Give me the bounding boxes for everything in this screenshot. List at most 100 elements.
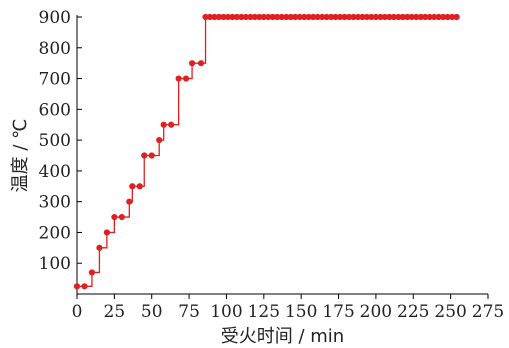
- data-point-32: [260, 13, 267, 21]
- data-point-6: [118, 213, 125, 221]
- data-point-64: [404, 13, 411, 21]
- x-tick-label-150: 150: [285, 302, 317, 322]
- data-point-71: [435, 13, 442, 21]
- data-point-34: [269, 13, 276, 21]
- data-point-4: [103, 229, 110, 236]
- data-point-27: [238, 13, 245, 21]
- data-point-11: [148, 152, 155, 159]
- data-point-21: [211, 13, 218, 21]
- data-point-50: [341, 13, 348, 21]
- x-tick-label-200: 200: [360, 302, 392, 322]
- data-point-1: [81, 283, 88, 290]
- y-axis-title: 温度 / ℃: [10, 119, 31, 193]
- y-tick-label-800: 800: [39, 39, 71, 59]
- data-point-39: [292, 13, 299, 21]
- data-point-24: [224, 13, 232, 21]
- data-point-9: [136, 183, 143, 190]
- y-tick-label-300: 300: [39, 193, 71, 213]
- data-point-7: [126, 198, 133, 205]
- data-point-47: [327, 13, 335, 21]
- data-point-38: [287, 13, 294, 21]
- data-point-48: [332, 13, 339, 21]
- data-point-67: [417, 13, 424, 21]
- data-point-26: [233, 13, 241, 21]
- series-line: [77, 16, 457, 287]
- data-point-28: [242, 13, 249, 21]
- data-point-19: [202, 13, 209, 21]
- data-point-75: [453, 13, 460, 21]
- data-point-10: [141, 152, 148, 159]
- data-point-54: [359, 13, 366, 21]
- data-point-36: [278, 13, 285, 21]
- data-point-20: [206, 13, 214, 21]
- data-point-13: [160, 121, 167, 128]
- tick-marks: [76, 16, 489, 299]
- data-point-35: [274, 13, 281, 21]
- y-tick-label-700: 700: [39, 70, 71, 90]
- data-point-30: [251, 13, 258, 21]
- x-tick-label-50: 50: [141, 302, 163, 322]
- data-point-3: [96, 244, 103, 251]
- data-point-40: [296, 13, 303, 21]
- data-point-72: [440, 13, 447, 21]
- data-point-17: [188, 60, 196, 67]
- data-point-14: [168, 121, 175, 128]
- data-point-56: [368, 13, 375, 21]
- data-point-44: [314, 13, 321, 21]
- data-point-74: [449, 13, 456, 21]
- data-point-0: [73, 283, 81, 290]
- data-point-16: [183, 75, 190, 82]
- series-temperature: [73, 13, 460, 290]
- data-point-51: [345, 13, 353, 21]
- x-tick-label-75: 75: [178, 302, 200, 322]
- data-point-41: [301, 13, 308, 21]
- data-point-43: [310, 13, 317, 21]
- y-tick-label-400: 400: [39, 162, 71, 182]
- axes: [76, 15, 488, 295]
- data-point-52: [350, 13, 357, 21]
- y-tick-label-200: 200: [39, 223, 71, 243]
- data-point-58: [377, 13, 384, 21]
- data-point-12: [156, 137, 163, 144]
- data-point-5: [111, 213, 118, 221]
- x-tick-label-125: 125: [248, 302, 280, 322]
- data-point-31: [256, 13, 263, 21]
- x-tick-label-250: 250: [434, 302, 466, 322]
- data-point-69: [426, 13, 433, 21]
- data-point-59: [381, 13, 388, 21]
- y-tick-label-900: 900: [39, 8, 71, 28]
- data-point-29: [247, 13, 254, 21]
- data-point-61: [390, 13, 397, 21]
- data-point-46: [323, 13, 330, 21]
- data-point-23: [220, 13, 227, 21]
- y-tick-label-500: 500: [39, 131, 71, 151]
- data-point-60: [386, 13, 393, 21]
- data-point-73: [444, 13, 451, 21]
- data-point-55: [363, 13, 371, 21]
- data-point-33: [265, 13, 272, 21]
- data-point-65: [408, 13, 415, 21]
- data-point-8: [129, 183, 136, 190]
- x-tick-label-0: 0: [72, 302, 83, 322]
- x-tick-label-275: 275: [472, 302, 504, 322]
- data-point-15: [175, 75, 182, 82]
- data-point-2: [88, 269, 96, 276]
- data-point-42: [305, 13, 312, 21]
- data-point-25: [229, 13, 236, 21]
- x-tick-label-100: 100: [210, 302, 242, 322]
- data-point-18: [197, 60, 205, 67]
- x-axis-title: 受火时间 / min: [221, 326, 344, 347]
- x-tick-label-225: 225: [397, 302, 429, 322]
- y-tick-label-600: 600: [39, 100, 71, 120]
- tick-labels: 0 25 50 75 100 125 150 175 200 225 250 275100200300…: [39, 8, 505, 322]
- data-point-70: [431, 13, 438, 21]
- data-point-49: [336, 13, 344, 21]
- data-point-68: [422, 13, 429, 21]
- x-tick-label-25: 25: [104, 302, 126, 322]
- data-point-53: [354, 13, 362, 21]
- data-point-57: [372, 13, 380, 21]
- data-point-45: [319, 13, 326, 21]
- data-point-62: [395, 13, 402, 21]
